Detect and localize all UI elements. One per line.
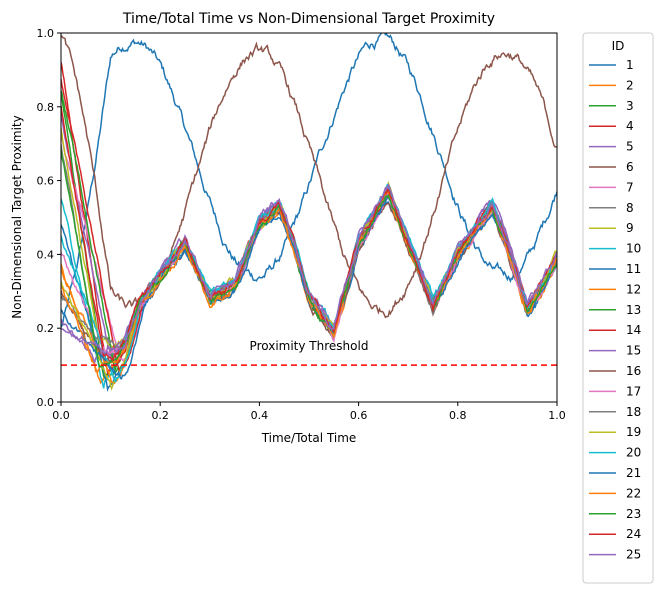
series-line-1 [61, 33, 557, 328]
y-tick-label: 0.2 [37, 322, 55, 335]
legend-label-9: 9 [626, 221, 634, 235]
legend-title: ID [612, 39, 625, 53]
x-axis-ticks: 0.0 0.2 0.4 0.6 0.8 1.0 [52, 402, 566, 422]
legend-label-25: 25 [626, 548, 641, 562]
threshold-label: Proximity Threshold [250, 339, 369, 353]
x-axis-label: Time/Total Time [261, 431, 357, 445]
legend-label-12: 12 [626, 282, 641, 296]
y-axis-ticks: 0.0 0.2 0.4 0.6 0.8 1.0 [37, 27, 61, 409]
chart-title: Time/Total Time vs Non-Dimensional Targe… [122, 11, 495, 27]
x-tick-label: 0.6 [350, 409, 368, 422]
legend-label-18: 18 [626, 405, 641, 419]
legend-label-22: 22 [626, 486, 641, 500]
y-tick-label: 0.6 [37, 175, 55, 188]
legend-label-1: 1 [626, 58, 634, 72]
legend-label-10: 10 [626, 242, 641, 256]
legend-label-16: 16 [626, 364, 641, 378]
legend-label-7: 7 [626, 180, 634, 194]
legend-label-6: 6 [626, 160, 634, 174]
legend-label-4: 4 [626, 119, 634, 133]
y-tick-label: 0.8 [37, 101, 55, 114]
legend-label-14: 14 [626, 323, 641, 337]
legend-label-23: 23 [626, 507, 641, 521]
legend-frame [582, 32, 654, 584]
legend-label-11: 11 [626, 262, 641, 276]
legend-label-15: 15 [626, 344, 641, 358]
legend-label-13: 13 [626, 303, 641, 317]
y-tick-label: 1.0 [37, 27, 55, 40]
legend-items: 1234567891011121314151617181920212223242… [589, 58, 641, 562]
legend-label-3: 3 [626, 99, 634, 113]
legend-label-2: 2 [626, 78, 634, 92]
legend-label-21: 21 [626, 466, 641, 480]
legend-label-5: 5 [626, 140, 634, 154]
legend-label-20: 20 [626, 446, 641, 460]
legend-label-19: 19 [626, 425, 641, 439]
series-line-21 [61, 192, 557, 380]
legend-label-24: 24 [626, 527, 641, 541]
x-tick-label: 0.8 [449, 409, 467, 422]
legend: ID 1234567891011121314151617181920212223… [582, 32, 654, 584]
series-line-25 [61, 183, 557, 354]
y-tick-label: 0.4 [37, 248, 55, 261]
x-tick-label: 0.0 [52, 409, 70, 422]
x-tick-label: 1.0 [548, 409, 566, 422]
plot-frame [60, 32, 558, 403]
legend-label-17: 17 [626, 384, 641, 398]
x-tick-label: 0.4 [251, 409, 269, 422]
legend-label-8: 8 [626, 201, 634, 215]
x-tick-label: 0.2 [151, 409, 169, 422]
y-tick-label: 0.0 [37, 396, 55, 409]
y-axis-label: Non-Dimensional Target Proximity [10, 115, 24, 318]
plot-lines [61, 33, 557, 392]
